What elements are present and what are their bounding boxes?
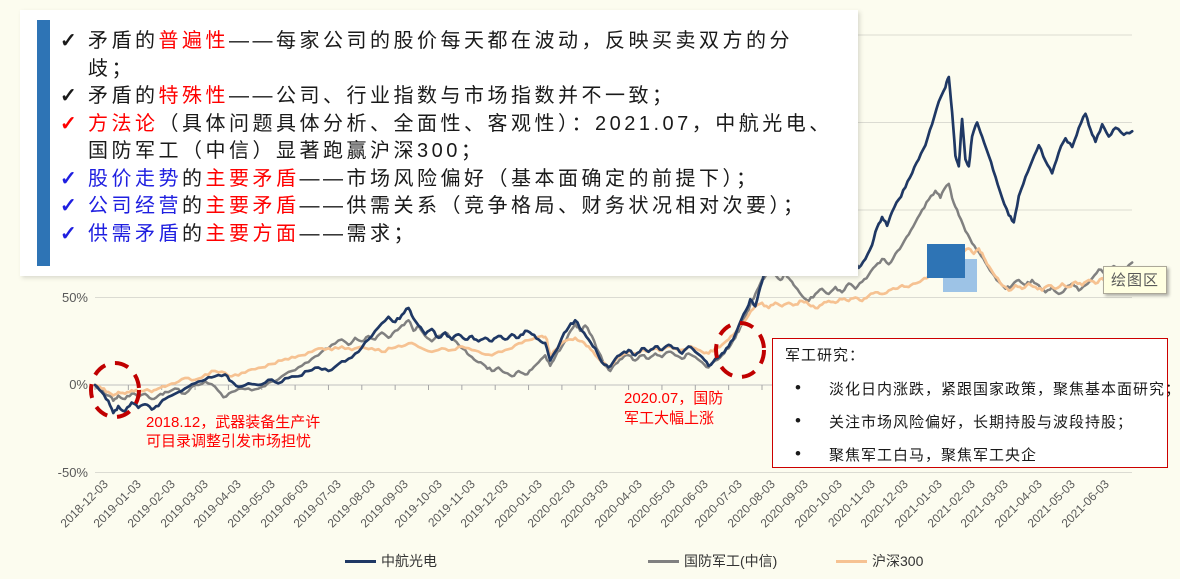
- annotation-line: 2020.07，国防: [624, 390, 724, 407]
- legend-label: 中航光电: [381, 553, 437, 569]
- insight-text: 主要方面: [205, 222, 300, 245]
- annotation-line: 军工大幅上涨: [624, 410, 715, 427]
- insight-text: 特殊性: [158, 85, 229, 107]
- insight-text: 歧；: [88, 57, 135, 80]
- accent-bar: [37, 20, 50, 266]
- series-line-1: [93, 182, 1134, 403]
- insight-line: ✓ 公司经营的主要矛盾——供需关系（竞争格局、财务状况相对次要）；: [60, 193, 848, 221]
- chart-legend: 中航光电 国防军工(中信) 沪深300: [0, 551, 1180, 573]
- insight-text: 的: [182, 222, 206, 245]
- legend-label: 沪深300: [872, 553, 924, 569]
- check-icon: ✓: [60, 85, 77, 107]
- insight-text: 矛盾的: [88, 30, 159, 52]
- check-icon: ✓: [60, 195, 77, 217]
- insight-line: ✓ 供需矛盾的主要方面——需求；: [60, 221, 848, 249]
- research-title: 军工研究：: [785, 347, 866, 364]
- y-tick-label: 0%: [69, 377, 88, 392]
- insight-text: 的: [182, 167, 206, 190]
- annotation-2020-07: 2020.07，国防 军工大幅上涨: [624, 389, 723, 429]
- plot-area-tooltip: 绘图区: [1103, 266, 1168, 294]
- check-icon: ✓: [60, 167, 77, 190]
- event-circle-1: [89, 361, 141, 419]
- legend-swatch: [345, 559, 376, 563]
- event-circle-2: [714, 321, 766, 379]
- insight-line: ✓ 方法论（具体问题具体分析、全面性、客观性）：2021.07，中航光电、: [60, 111, 848, 139]
- insight-line: ✓ 矛盾的普遍性——每家公司的股价每天都在波动，反映买卖双方的分: [60, 28, 848, 56]
- bullet-icon: •: [795, 378, 801, 397]
- insight-line: 歧；: [88, 56, 848, 84]
- check-icon: ✓: [60, 112, 77, 135]
- legend-swatch: [836, 559, 867, 563]
- insight-text: 国防军工（中信）显著跑赢沪深300；: [88, 140, 485, 162]
- check-icon: ✓: [60, 222, 77, 245]
- insight-text: 公司经营: [88, 195, 182, 217]
- insight-text: 股价走势: [88, 167, 182, 190]
- research-text: 聚焦军工白马，聚焦军工央企: [829, 447, 1038, 464]
- insight-text: 主要矛盾: [205, 167, 300, 190]
- insight-text: （具体问题具体分析、全面性、客观性）：2021.07，中航光电、: [158, 112, 833, 135]
- insight-line: ✓ 股价走势的主要矛盾——市场风险偏好（基本面确定的前提下）；: [60, 166, 848, 194]
- bullet-icon: •: [795, 444, 801, 463]
- annotation-line: 2018.12，武器装备生产许: [146, 414, 321, 431]
- insight-text: 普遍性: [158, 30, 229, 52]
- legend-item: 国防军工(中信): [648, 551, 777, 571]
- y-tick-label: 50%: [61, 289, 88, 305]
- insight-text: ——需求；: [299, 222, 417, 245]
- check-icon: ✓: [60, 30, 77, 52]
- insight-text: ——公司、行业指数与市场指数并不一致；: [229, 85, 676, 107]
- insight-box: ✓ 矛盾的普遍性——每家公司的股价每天都在波动，反映买卖双方的分 歧； ✓ 矛盾的特殊性…: [20, 10, 858, 276]
- research-bullet: • 关注市场风险偏好，长期持股与波段持股；: [785, 411, 1155, 433]
- annotation-2018-12: 2018.12，武器装备生产许 可目录调整引发市场担忧: [146, 413, 320, 451]
- insight-text: ——每家公司的股价每天都在波动，反映买卖双方的分: [229, 30, 793, 52]
- legend-swatch: [648, 559, 679, 563]
- annotation-line: 可目录调整引发市场担忧: [146, 433, 312, 450]
- highlight-square-dark: [927, 244, 965, 278]
- insight-text: ——供需关系（竞争格局、财务状况相对次要）；: [299, 195, 807, 217]
- insight-text: ——市场风险偏好（基本面确定的前提下）；: [299, 167, 760, 190]
- series-line-0: [93, 75, 1134, 415]
- research-bullet: • 聚焦军工白马，聚焦军工央企: [785, 444, 1155, 466]
- research-box: 军工研究： • 淡化日内涨跌，紧跟国家政策，聚焦基本面研究； • 关注市场风险偏好，长…: [772, 338, 1180, 468]
- legend-item: 中航光电: [345, 551, 437, 571]
- insight-list: ✓ 矛盾的普遍性——每家公司的股价每天都在波动，反映买卖双方的分 歧； ✓ 矛盾的特殊性…: [60, 28, 848, 249]
- research-bullet: • 淡化日内涨跌，紧跟国家政策，聚焦基本面研究；: [785, 378, 1180, 400]
- insight-text: 的: [182, 195, 206, 217]
- legend-item: 沪深300: [836, 551, 923, 571]
- insight-text: 主要矛盾: [205, 195, 300, 217]
- bullet-icon: •: [795, 411, 801, 430]
- insight-line: 国防军工（中信）显著跑赢沪深300；: [88, 138, 848, 166]
- insight-line: ✓ 矛盾的特殊性——公司、行业指数与市场指数并不一致；: [60, 83, 848, 111]
- y-tick-label: -50%: [57, 464, 88, 480]
- research-list: • 淡化日内涨跌，紧跟国家政策，聚焦基本面研究； • 关注市场风险偏好，长期持股与波段…: [785, 378, 1180, 466]
- insight-text: 矛盾的: [88, 85, 159, 107]
- insight-text: 供需矛盾: [88, 222, 182, 245]
- legend-label: 国防军工(中信): [684, 553, 778, 569]
- research-text: 关注市场风险偏好，长期持股与波段持股；: [829, 414, 1134, 431]
- research-text: 淡化日内涨跌，紧跟国家政策，聚焦基本面研究；: [829, 381, 1180, 398]
- insight-text: 方法论: [88, 112, 159, 135]
